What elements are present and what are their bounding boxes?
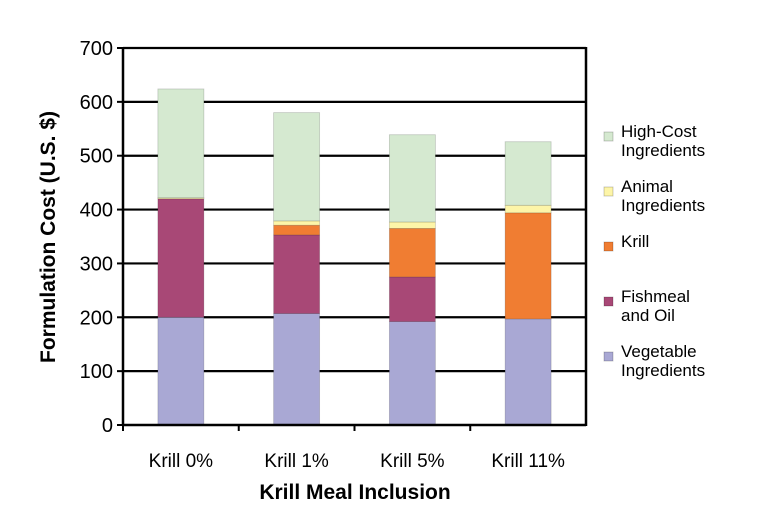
bar-segment	[157, 88, 205, 199]
y-tick-label: 400	[80, 200, 113, 222]
bar-segment	[157, 198, 205, 318]
bar-segment	[504, 212, 552, 320]
bar-segment	[388, 221, 436, 229]
legend-label: Fishmeal	[621, 287, 690, 306]
bar-segment	[273, 220, 321, 226]
bar-segment	[273, 112, 321, 222]
legend-label: Vegetable	[621, 342, 697, 361]
y-tick-label: 500	[80, 146, 113, 168]
legend-swatch	[603, 241, 614, 252]
legend-swatch	[603, 131, 614, 142]
bar-segment	[504, 141, 552, 206]
bar-segment	[388, 276, 436, 322]
bars	[157, 88, 552, 426]
bar-segment	[504, 318, 552, 426]
legend-label: Krill	[621, 232, 649, 251]
bar-segment	[157, 316, 205, 426]
x-tick-label: Krill 0%	[149, 451, 214, 472]
bar-segment	[388, 134, 436, 223]
legend: High-CostIngredientsAnimalIngredientsKri…	[603, 122, 705, 380]
bar-segment	[388, 321, 436, 426]
legend-swatch	[603, 186, 614, 197]
legend-label: High-Cost	[621, 122, 697, 141]
y-tick-label: 300	[80, 253, 113, 275]
bar-segment	[504, 204, 552, 214]
y-axis-label: Formulation Cost (U.S. $)	[37, 111, 60, 363]
legend-swatch	[603, 296, 614, 307]
x-tick-label: Krill 1%	[264, 451, 329, 472]
y-tick-label: 0	[102, 415, 113, 437]
legend-label: and Oil	[621, 306, 675, 325]
bar-segment	[273, 313, 321, 426]
legend-label: Ingredients	[621, 196, 705, 215]
x-axis-label: Krill Meal Inclusion	[259, 481, 450, 504]
y-tick-label: 100	[80, 361, 113, 383]
axes: 0 100 200 300 400 500 600 700 Krill 0% Krill 1% Kr…	[80, 38, 588, 472]
bar-segment	[273, 234, 321, 314]
x-tick-label: Krill 11%	[491, 451, 565, 472]
x-tick-label: Krill 5%	[380, 451, 445, 472]
bar-segment	[273, 224, 321, 236]
y-tick-label: 600	[80, 92, 113, 114]
legend-label: Animal	[621, 177, 673, 196]
legend-label: Ingredients	[621, 141, 705, 160]
y-tick-label: 200	[80, 307, 113, 329]
legend-swatch	[603, 351, 614, 362]
y-tick-label: 700	[80, 38, 113, 60]
bar-segment	[388, 228, 436, 278]
legend-label: Ingredients	[621, 361, 705, 380]
